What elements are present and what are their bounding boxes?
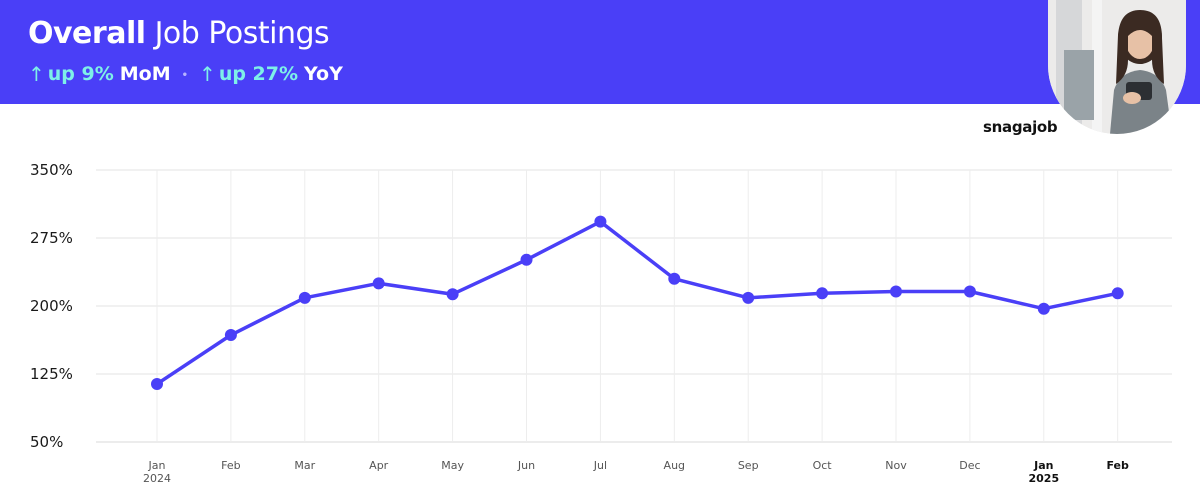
data-point: [963, 285, 976, 298]
data-point: [1037, 302, 1050, 315]
x-tick-label: Sep: [738, 459, 759, 472]
y-tick-label: 350%: [30, 161, 73, 179]
snagajob-logo: snagajob: [983, 118, 1058, 136]
worker-photo: [1048, 0, 1186, 134]
header-band: [0, 0, 1200, 104]
x-tick-label: Oct: [813, 459, 833, 472]
data-point: [594, 215, 607, 228]
yoy-value: up 27%: [218, 63, 299, 85]
up-arrow-icon: ↑: [199, 62, 216, 86]
x-tick-label: Jul: [593, 459, 607, 472]
mom-value: up 9%: [47, 63, 114, 85]
x-tick-label: Jun: [517, 459, 535, 472]
y-axis: 350% 275% 200% 125% 50%: [30, 161, 73, 451]
data-point: [372, 277, 385, 290]
x-tick-label: Dec: [959, 459, 980, 472]
data-point: [446, 288, 459, 301]
data-point: [742, 291, 755, 304]
series-line: [155, 219, 1120, 386]
stats-row: ↑ up 9% MoM • ↑ up 27% YoY: [28, 62, 343, 86]
y-tick-label: 125%: [30, 365, 73, 383]
data-point: [298, 291, 311, 304]
x-tick-label: Feb: [221, 459, 240, 472]
chart-title: Overall Job Postings: [28, 16, 330, 51]
yoy-label: YoY: [304, 63, 343, 85]
data-point: [668, 272, 681, 285]
x-tick-label: Nov: [885, 459, 907, 472]
data-point: [151, 377, 163, 390]
gridlines: [96, 169, 1172, 443]
x-tick-label: Jan: [148, 459, 166, 472]
x-tick-sublabel: 2025: [1028, 472, 1059, 485]
x-tick-label: Aug: [664, 459, 685, 472]
worker-illustration: [1048, 0, 1186, 134]
title-bold: Overall: [28, 16, 146, 51]
x-tick-label: Jan: [1033, 459, 1053, 472]
stats-separator: •: [181, 69, 189, 81]
data-point: [890, 285, 902, 298]
title-rest: Job Postings: [154, 16, 330, 51]
data-point: [224, 329, 237, 342]
y-tick-label: 50%: [30, 433, 63, 451]
y-tick-label: 275%: [30, 229, 73, 247]
y-tick-label: 200%: [30, 297, 73, 315]
mom-label: MoM: [119, 63, 171, 85]
series: [151, 215, 1124, 390]
data-point: [816, 287, 829, 300]
x-tick-label: May: [441, 459, 464, 472]
x-tick-label: Apr: [369, 459, 389, 472]
x-tick-label: Mar: [294, 459, 315, 472]
x-tick-label: Feb: [1106, 459, 1129, 472]
data-point: [1111, 287, 1124, 300]
data-point: [520, 253, 533, 266]
up-arrow-icon: ↑: [28, 62, 45, 86]
x-tick-sublabel: 2024: [143, 472, 171, 485]
